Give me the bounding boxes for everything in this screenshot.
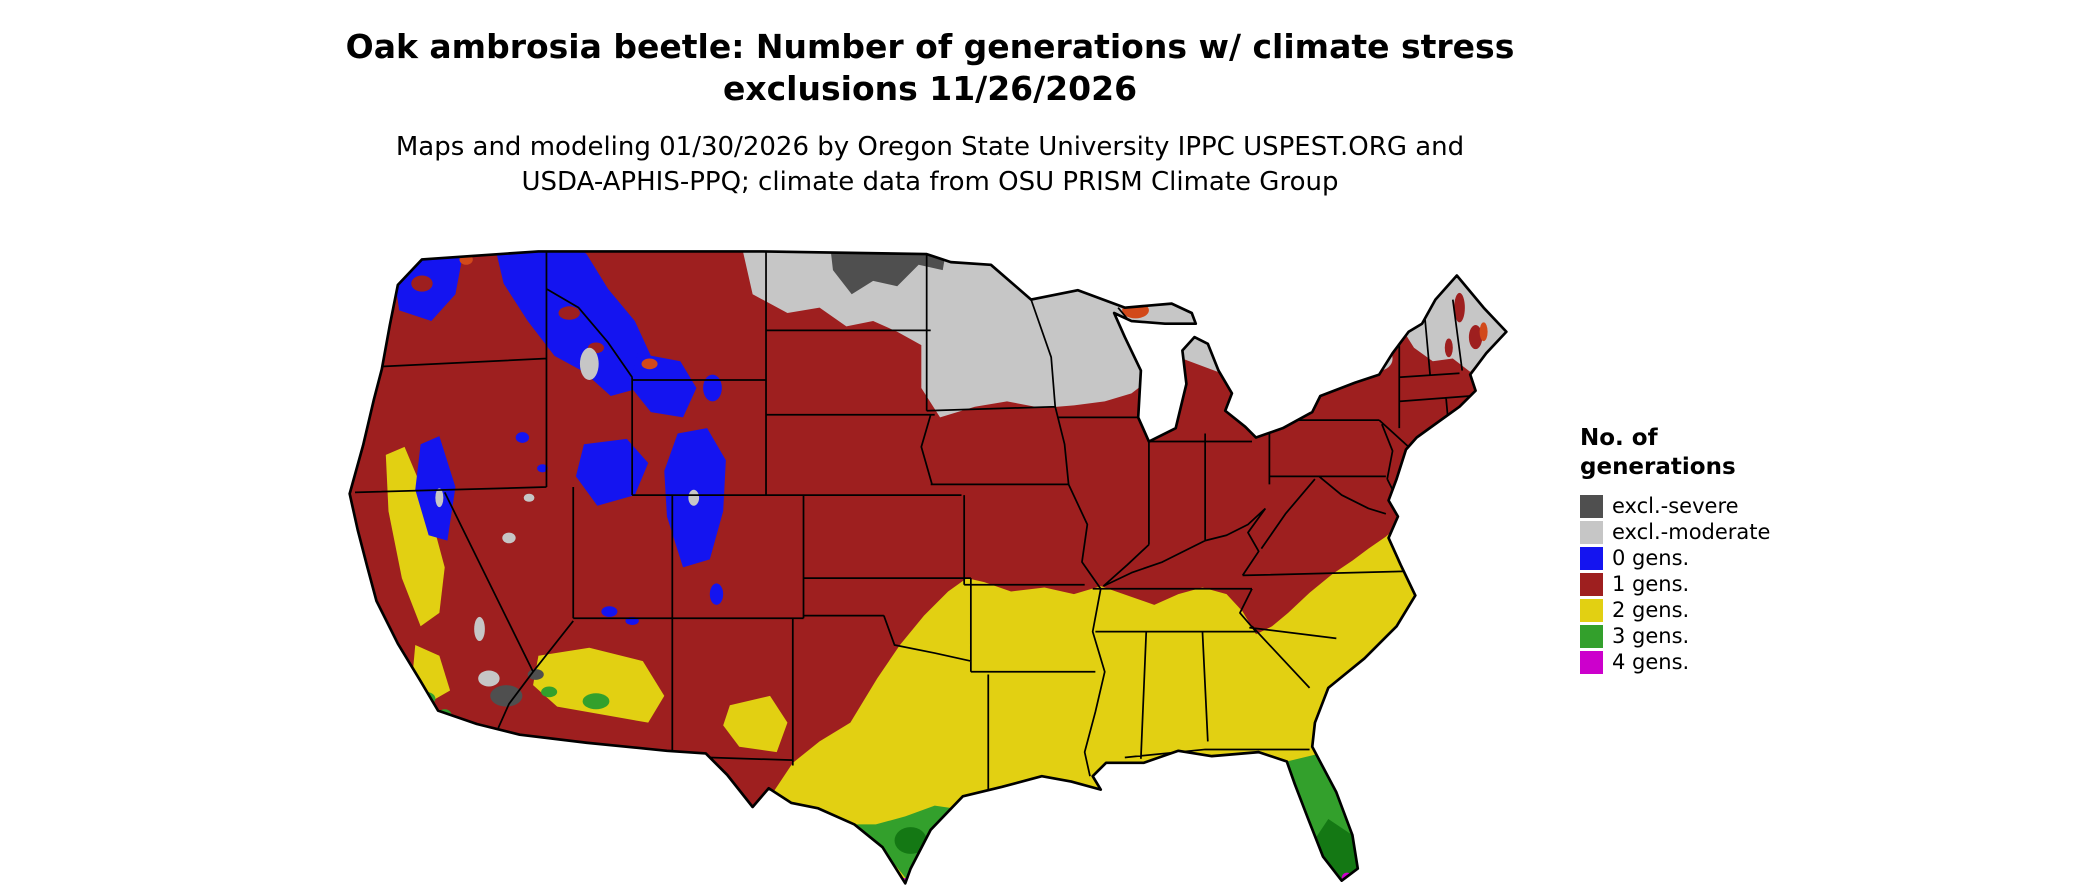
subtitle-line-1: Maps and modeling 01/30/2026 by Oregon S…: [395, 132, 1465, 162]
legend-item: 0 gens.: [1580, 545, 1770, 571]
legend-item: 2 gens.: [1580, 597, 1770, 623]
western-gray-specks: [435, 347, 700, 687]
legend-item: 3 gens.: [1580, 623, 1770, 649]
legend-item: 1 gens.: [1580, 571, 1770, 597]
legend-title-line-1: No. of: [1580, 425, 1658, 451]
layer-4-gens: [901, 872, 1353, 884]
legend-swatch: [1580, 650, 1603, 674]
legend-item: excl.-severe: [1580, 493, 1770, 519]
legend-label: excl.-severe: [1612, 494, 1739, 518]
legend: No. of generations excl.-severe excl.-mod…: [1580, 424, 1770, 675]
us-outline: [348, 250, 1508, 885]
legend-label: 2 gens.: [1612, 598, 1690, 622]
legend-item: 4 gens.: [1580, 649, 1770, 675]
page-subtitle: Maps and modeling 01/30/2026 by Oregon S…: [0, 130, 1860, 200]
legend-label: 4 gens.: [1612, 650, 1690, 674]
legend-swatch: [1580, 598, 1603, 622]
legend-label: excl.-moderate: [1612, 520, 1771, 544]
legend-swatch: [1580, 520, 1603, 544]
layer-3-gens-dark: [894, 819, 1361, 884]
map-header: Oak ambrosia beetle: Number of generatio…: [0, 26, 1860, 200]
legend-title: No. of generations: [1580, 424, 1770, 482]
legend-swatch: [1580, 494, 1603, 518]
legend-label: 0 gens.: [1612, 546, 1690, 570]
legend-items: excl.-severe excl.-moderate 0 gens. 1 ge…: [1580, 493, 1770, 675]
layer-excl-severe: [490, 251, 951, 707]
legend-swatch: [1580, 572, 1603, 596]
legend-label: 3 gens.: [1612, 624, 1690, 648]
title-line-1: Oak ambrosia beetle: Number of generatio…: [345, 27, 1515, 66]
state-borders: [354, 251, 1471, 790]
maine-red-streaks: [1444, 292, 1483, 358]
page-title: Oak ambrosia beetle: Number of generatio…: [0, 26, 1860, 110]
legend-title-line-2: generations: [1580, 454, 1736, 480]
subtitle-line-2: USDA-APHIS-PPQ; climate data from OSU PR…: [521, 167, 1339, 197]
legend-swatch: [1580, 546, 1603, 570]
us-map-svg: [348, 250, 1508, 885]
us-generations-map: [321, 230, 1527, 886]
legend-label: 1 gens.: [1612, 572, 1690, 596]
title-line-2: exclusions 11/26/2026: [722, 69, 1138, 108]
legend-item: excl.-moderate: [1580, 519, 1770, 545]
legend-swatch: [1580, 624, 1603, 648]
